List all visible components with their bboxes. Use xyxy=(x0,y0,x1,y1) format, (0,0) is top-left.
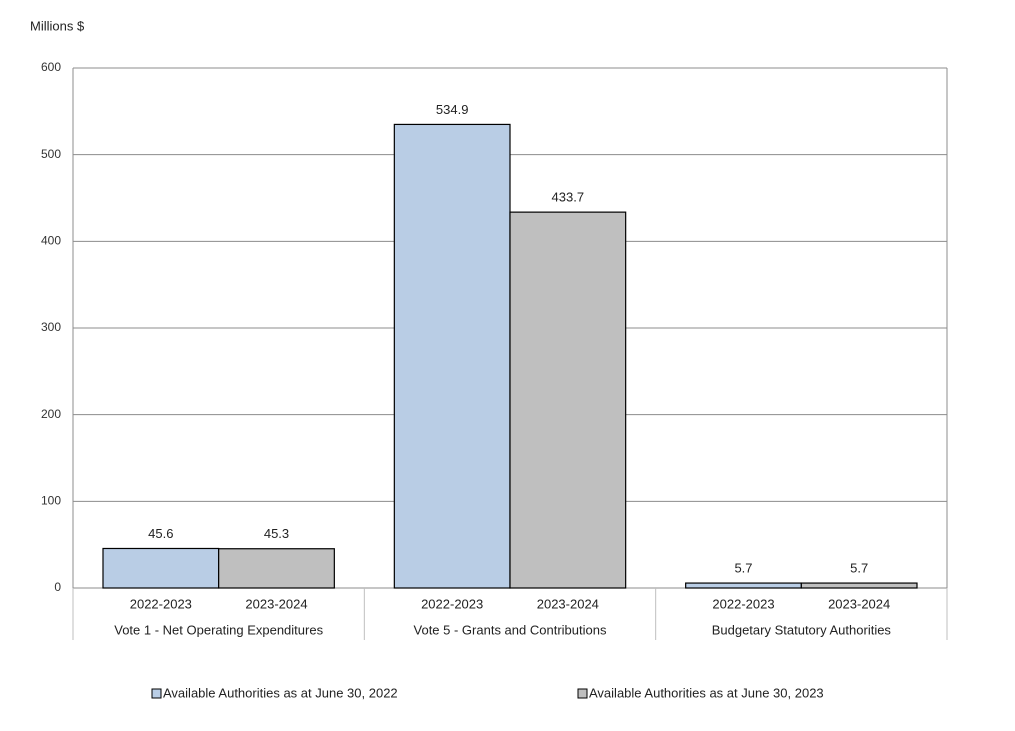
x-category-label: Budgetary Statutory Authorities xyxy=(712,622,892,637)
legend-swatch xyxy=(577,688,588,699)
x-subcategory-label: 2022-2023 xyxy=(421,596,483,611)
y-tick-label: 200 xyxy=(41,407,61,421)
x-subcategory-label: 2023-2024 xyxy=(828,596,890,611)
x-subcategory-label: 2022-2023 xyxy=(712,596,774,611)
y-tick-label: 400 xyxy=(41,234,61,248)
y-axis-label: Millions $ xyxy=(30,18,85,33)
x-subcategory-label: 2023-2024 xyxy=(245,596,307,611)
bar xyxy=(685,582,802,589)
value-label: 433.7 xyxy=(552,190,585,205)
y-tick-label: 600 xyxy=(41,60,61,74)
value-label: 5.7 xyxy=(850,560,868,575)
value-label: 45.3 xyxy=(264,526,289,541)
y-tick-label: 0 xyxy=(54,580,61,594)
legend-swatch xyxy=(151,688,162,699)
bar xyxy=(393,123,511,589)
legend-label: Available Authorities as at June 30, 202… xyxy=(163,685,398,700)
value-label: 45.6 xyxy=(148,526,173,541)
bar xyxy=(800,582,918,589)
bar xyxy=(102,547,220,589)
x-category-label: Vote 1 - Net Operating Expenditures xyxy=(114,622,323,637)
legend-label: Available Authorities as at June 30, 202… xyxy=(589,685,824,700)
y-tick-label: 300 xyxy=(41,320,61,334)
value-label: 5.7 xyxy=(734,560,752,575)
y-tick-label: 500 xyxy=(41,147,61,161)
y-tick-label: 100 xyxy=(41,494,61,508)
x-subcategory-label: 2023-2024 xyxy=(537,596,599,611)
x-subcategory-label: 2022-2023 xyxy=(130,596,192,611)
bar xyxy=(509,211,627,589)
bar xyxy=(218,548,335,589)
x-category-label: Vote 5 - Grants and Contributions xyxy=(414,622,607,637)
value-label: 534.9 xyxy=(436,102,469,117)
